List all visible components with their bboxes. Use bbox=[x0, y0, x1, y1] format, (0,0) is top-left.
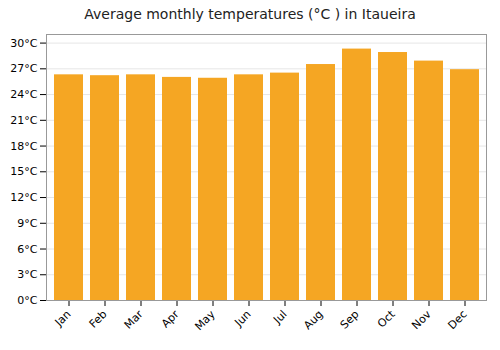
svg-text:Jun: Jun bbox=[232, 308, 254, 330]
svg-text:21°C: 21°C bbox=[10, 114, 37, 127]
svg-text:6°C: 6°C bbox=[17, 243, 37, 256]
svg-text:Nov: Nov bbox=[409, 307, 434, 332]
svg-text:3°C: 3°C bbox=[17, 268, 37, 281]
svg-text:Mar: Mar bbox=[122, 307, 146, 331]
svg-text:9°C: 9°C bbox=[17, 217, 37, 230]
svg-text:May: May bbox=[192, 307, 218, 333]
svg-text:18°C: 18°C bbox=[10, 140, 37, 153]
svg-text:Oct: Oct bbox=[375, 307, 398, 330]
svg-text:Jan: Jan bbox=[52, 308, 74, 330]
svg-text:Jul: Jul bbox=[270, 308, 289, 327]
svg-text:27°C: 27°C bbox=[10, 62, 37, 75]
html-text:Average monthly temperatures (: Average monthly temperatures (°C ) in It… bbox=[84, 6, 416, 22]
svg-text:Aug: Aug bbox=[301, 308, 325, 332]
svg-text:Sep: Sep bbox=[338, 308, 362, 332]
svg-text:15°C: 15°C bbox=[10, 165, 37, 178]
svg-text:12°C: 12°C bbox=[10, 191, 37, 204]
svg-text:Apr: Apr bbox=[159, 307, 182, 330]
svg-text:Feb: Feb bbox=[87, 308, 110, 331]
svg-text:0°C: 0°C bbox=[17, 294, 37, 307]
svg-text:30°C: 30°C bbox=[10, 37, 37, 50]
svg-text:24°C: 24°C bbox=[10, 88, 37, 101]
svg-text:Dec: Dec bbox=[445, 308, 469, 332]
